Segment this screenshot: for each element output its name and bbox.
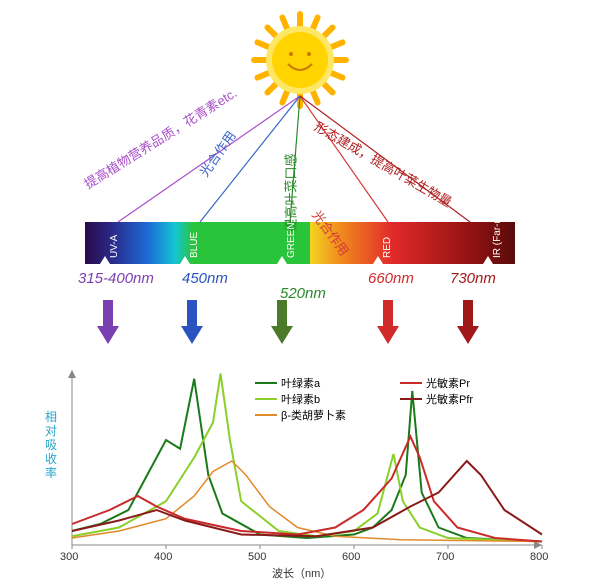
series-line [72,437,542,542]
band-label: BLUE [189,232,200,258]
legend-label: 光敏素Pr [426,375,470,391]
band-label: IR (Far-red) [492,206,503,258]
sun-icon [254,14,346,106]
band-label: RED [382,237,393,258]
band-label: UV-A [109,235,120,258]
x-tick-label: 500 [248,551,266,563]
x-tick-label: 600 [342,551,360,563]
x-tick-label: 700 [436,551,454,563]
y-axis-label: 相对吸收率 [45,410,59,480]
wavelength-label: 315-400nm [78,270,154,287]
down-arrow-icon [271,300,293,346]
legend-label: β-类胡萝卜素 [281,407,346,423]
ray-label: 提高叶菜口感 [281,153,300,231]
x-tick-label: 300 [60,551,78,563]
chart-legend: 叶绿素a叶绿素bβ-类胡萝卜素 [255,375,346,423]
x-axis-label: 波长（nm） [272,565,331,581]
series-line [72,461,542,542]
down-arrow-icon [97,300,119,346]
down-arrow-icon [377,300,399,346]
chart-legend: 光敏素Pr光敏素Pfr [400,375,473,407]
wavelength-label: 730nm [450,270,496,287]
x-tick-label: 800 [530,551,548,563]
band-label: GREEN [286,222,297,258]
wavelength-label: 450nm [182,270,228,287]
x-tick-label: 400 [154,551,172,563]
legend-label: 光敏素Pfr [426,391,473,407]
down-arrow-icon [457,300,479,346]
down-arrow-icon [181,300,203,346]
legend-label: 叶绿素b [281,391,320,407]
legend-label: 叶绿素a [281,375,320,391]
wavelength-label: 660nm [368,270,414,287]
